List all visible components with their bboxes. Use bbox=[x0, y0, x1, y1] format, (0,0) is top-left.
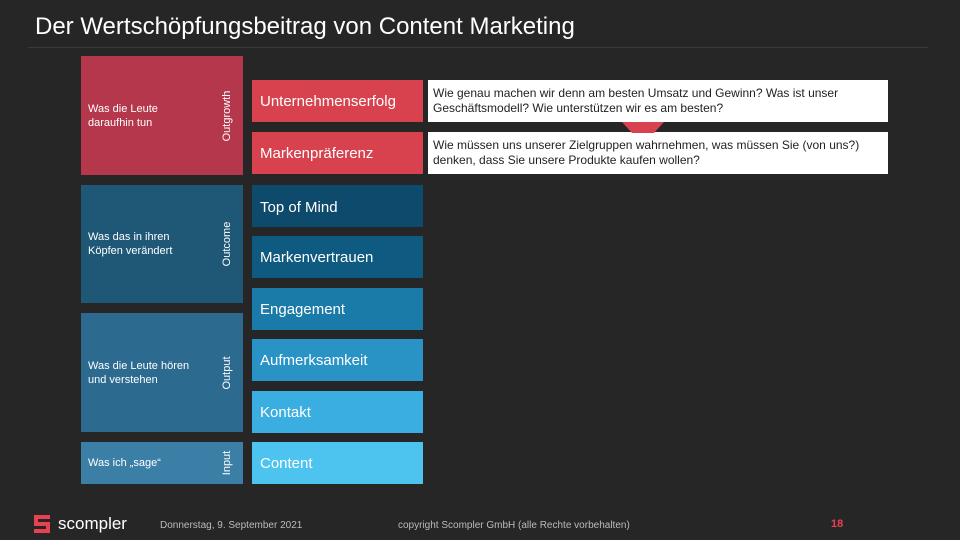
side-label-text: Output bbox=[221, 355, 233, 390]
group-description: Was das in ihren Köpfen verändert bbox=[88, 231, 173, 257]
scompler-logo-icon bbox=[34, 515, 50, 533]
group-outcome: Was das in ihren Köpfen verändert Outcom… bbox=[81, 185, 243, 303]
group-side-label: Outcome bbox=[211, 185, 243, 303]
logo-text: scompler bbox=[58, 514, 127, 533]
slide-title: Der Wertschöpfungsbeitrag von Content Ma… bbox=[35, 13, 575, 40]
group-description: Was die Leute hören und verstehen bbox=[88, 359, 190, 386]
footer-date: Donnerstag, 9. September 2021 bbox=[160, 520, 303, 531]
bar-aufmerksamkeit: Aufmerksamkeit bbox=[252, 339, 423, 381]
scompler-logo: scompler bbox=[32, 513, 127, 535]
bar-content: Content bbox=[252, 442, 423, 484]
arrow-connector-icon bbox=[622, 119, 664, 133]
bar-unternehmenserfolg: Unternehmenserfolg bbox=[252, 80, 423, 122]
group-description: Was ich „sage“ bbox=[88, 457, 161, 469]
bar-markenvertrauen: Markenvertrauen bbox=[252, 236, 423, 278]
bar-top-of-mind: Top of Mind bbox=[252, 185, 423, 227]
bar-markenpraeferenz: Markenpräferenz bbox=[252, 132, 423, 174]
bar-engagement: Engagement bbox=[252, 288, 423, 330]
footer-copyright: copyright Scompler GmbH (alle Rechte vor… bbox=[398, 520, 630, 531]
group-side-label: Input bbox=[211, 442, 243, 484]
note-unternehmenserfolg: Wie genau machen wir denn am besten Umsa… bbox=[428, 80, 888, 122]
group-side-label: Output bbox=[211, 313, 243, 432]
group-side-label: Outgrowth bbox=[211, 56, 243, 175]
side-label-text: Outcome bbox=[221, 221, 233, 267]
group-outgrowth: Was die Leute daraufhin tun Outgrowth bbox=[81, 56, 243, 175]
group-input: Was ich „sage“ Input bbox=[81, 442, 243, 484]
note-markenpraeferenz: Wie müssen uns unserer Zielgruppen wahrn… bbox=[428, 132, 888, 174]
group-output: Was die Leute hören und verstehen Output bbox=[81, 313, 243, 432]
title-divider bbox=[28, 47, 928, 48]
bar-kontakt: Kontakt bbox=[252, 391, 423, 433]
page-number: 18 bbox=[831, 518, 844, 530]
side-label-text: Input bbox=[221, 450, 233, 476]
side-label-text: Outgrowth bbox=[221, 90, 233, 141]
group-description: Was die Leute daraufhin tun bbox=[88, 102, 158, 129]
